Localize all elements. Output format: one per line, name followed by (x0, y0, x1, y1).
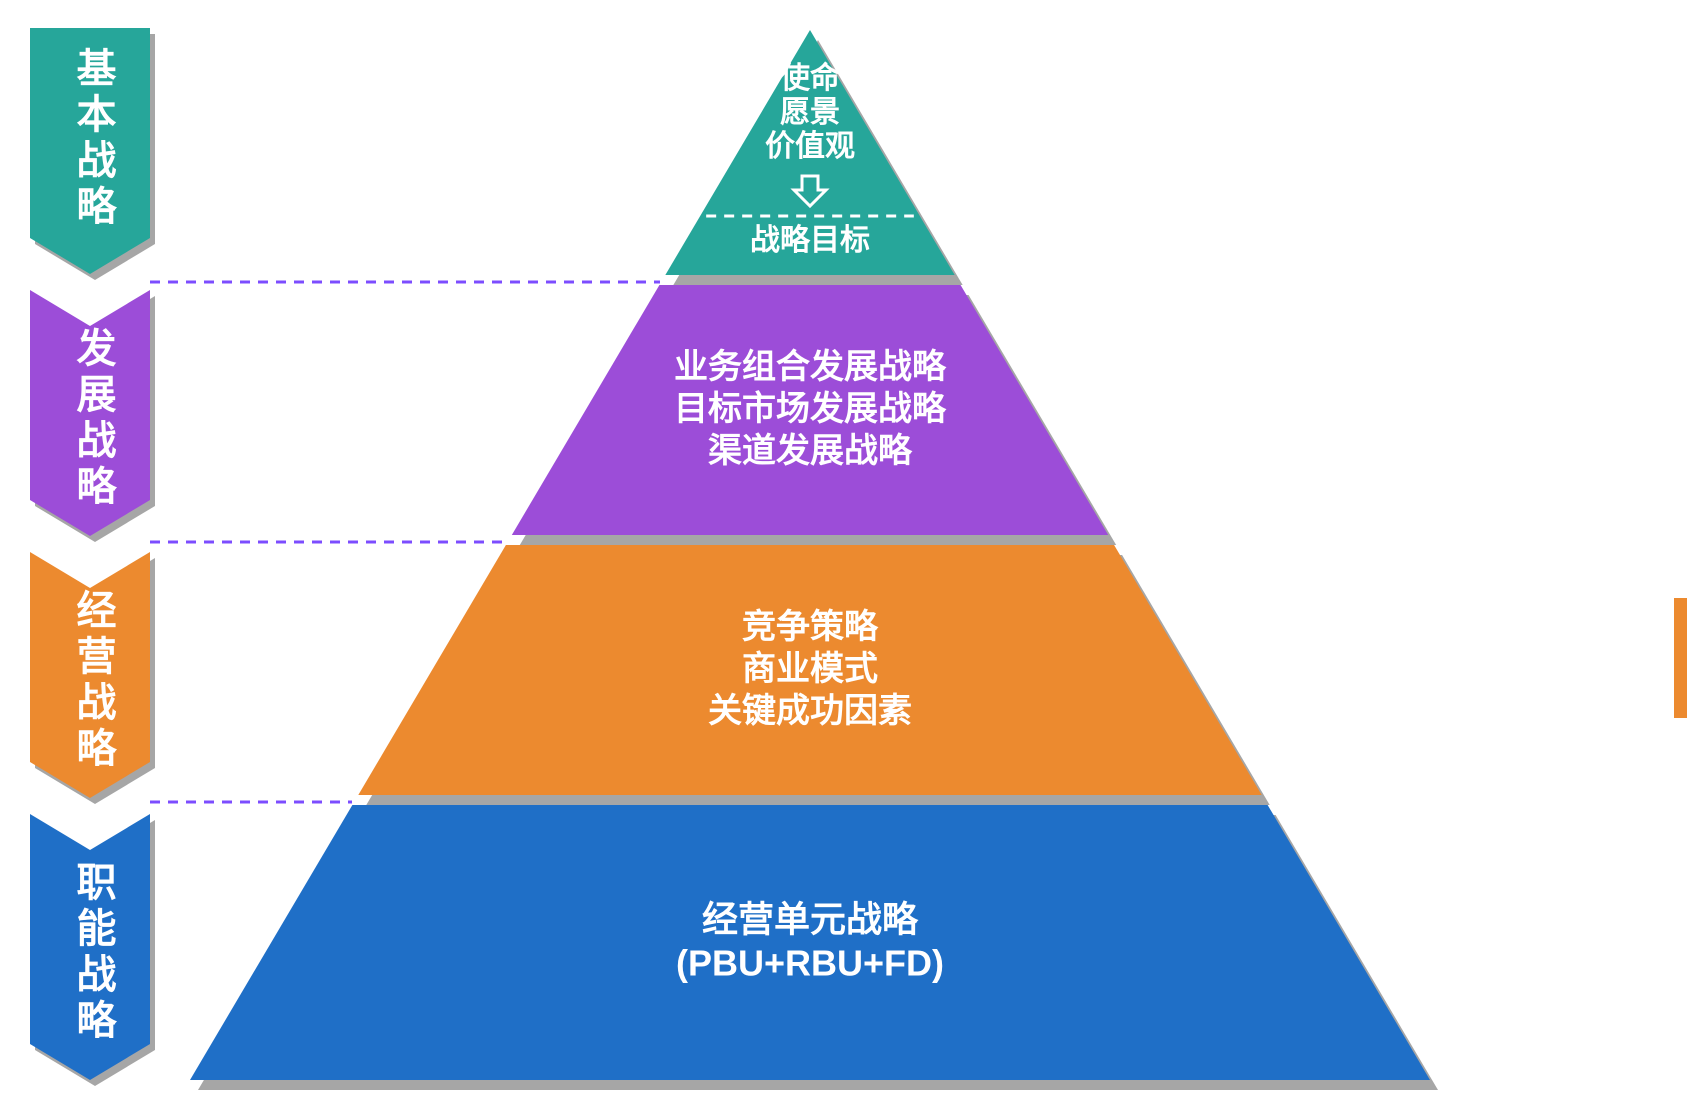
tier3-line-1: 竞争策略 (742, 608, 879, 646)
tier2-line-1: 业务组合发展战略 (674, 348, 947, 386)
tier1-bottom-line-1: 战略目标 (750, 224, 870, 257)
tier4-line-2: (PBU+RBU+FD) (676, 942, 944, 983)
tier3-line-2: 商业模式 (742, 650, 878, 688)
tier1-top-line-2: 愿景 (780, 96, 840, 129)
chevron-operate-label: 经营战略 (70, 589, 116, 773)
chevron-develop-label: 发展战略 (70, 327, 116, 511)
tier1-top-line-3: 价值观 (765, 130, 855, 163)
chevron-basic-label: 基本战略 (70, 47, 116, 231)
tier2-line-3: 渠道发展战略 (708, 432, 913, 470)
right-accent-bar (1674, 598, 1687, 718)
tier1-top-line-1: 使命 (779, 61, 841, 95)
tier4-line-1: 经营单元战略 (702, 898, 919, 939)
chevron-function-label: 职能战略 (70, 861, 116, 1045)
tier3-line-3: 关键成功因素 (708, 692, 912, 730)
tier2-line-2: 目标市场发展战略 (674, 389, 947, 428)
